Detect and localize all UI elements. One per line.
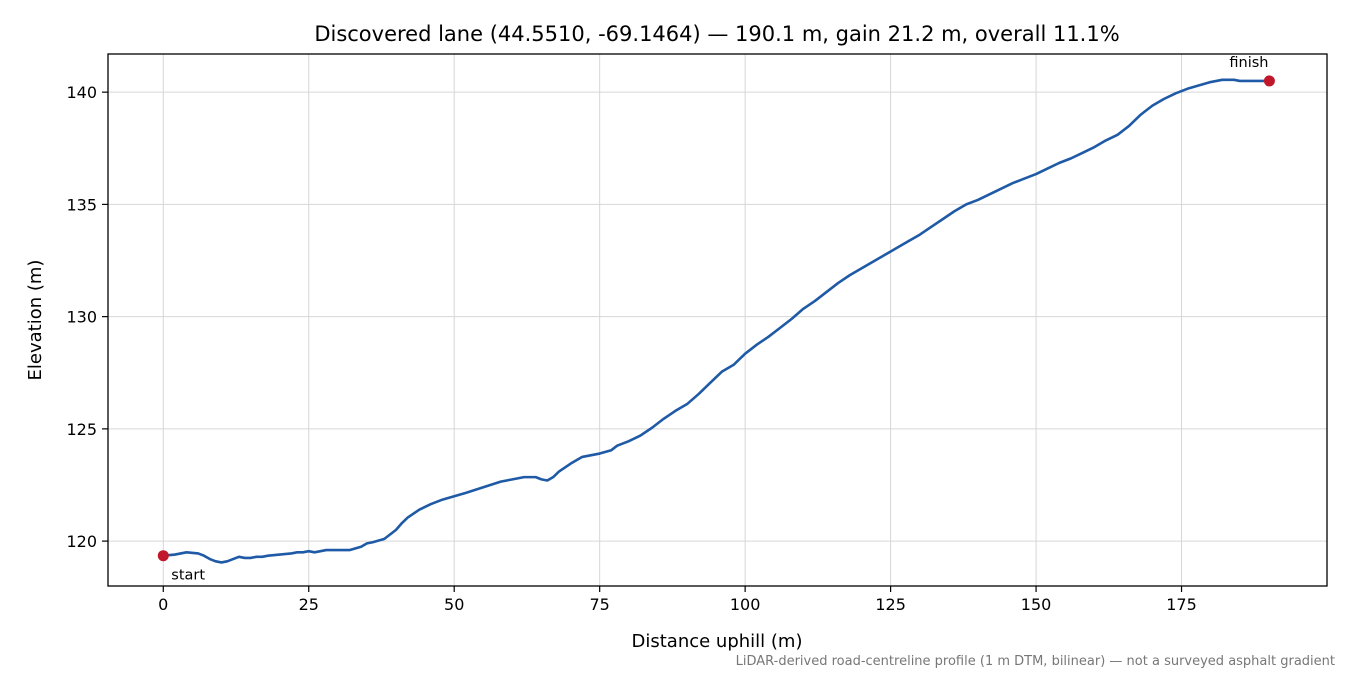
gridlines	[108, 54, 1327, 586]
x-axis-ticks: 0 25 50 75 100 125 150 175	[158, 586, 1197, 614]
x-tick-label: 75	[589, 595, 609, 614]
plot-frame	[107, 53, 1328, 587]
y-tick-label: 120	[66, 532, 97, 551]
x-tick-label: 150	[1021, 595, 1052, 614]
elevation-series-line	[161, 78, 1271, 564]
footnote: LiDAR-derived road-centreline profile (1…	[736, 654, 1335, 669]
x-tick-label: 50	[444, 595, 464, 614]
start-label: start	[171, 568, 205, 584]
y-tick-label: 130	[66, 308, 97, 327]
y-tick-label: 125	[66, 420, 97, 439]
y-axis-ticks: 120 125 130 135 140	[66, 83, 108, 551]
y-tick-label: 140	[66, 83, 97, 102]
finish-marker	[1263, 75, 1275, 87]
x-tick-label: 175	[1166, 595, 1197, 614]
x-tick-label: 25	[299, 595, 319, 614]
y-axis-label: Elevation (m)	[25, 260, 46, 381]
y-tick-label: 135	[66, 195, 97, 214]
endpoint-markers: start finish	[157, 55, 1275, 584]
start-marker	[157, 550, 169, 562]
x-axis-label: Distance uphill (m)	[632, 631, 803, 652]
series-layer	[161, 78, 1271, 564]
x-tick-label: 0	[158, 595, 168, 614]
chart-title: Discovered lane (44.5510, -69.1464) — 19…	[314, 22, 1119, 46]
finish-label: finish	[1229, 55, 1268, 71]
x-tick-label: 125	[875, 595, 906, 614]
x-tick-label: 100	[730, 595, 761, 614]
